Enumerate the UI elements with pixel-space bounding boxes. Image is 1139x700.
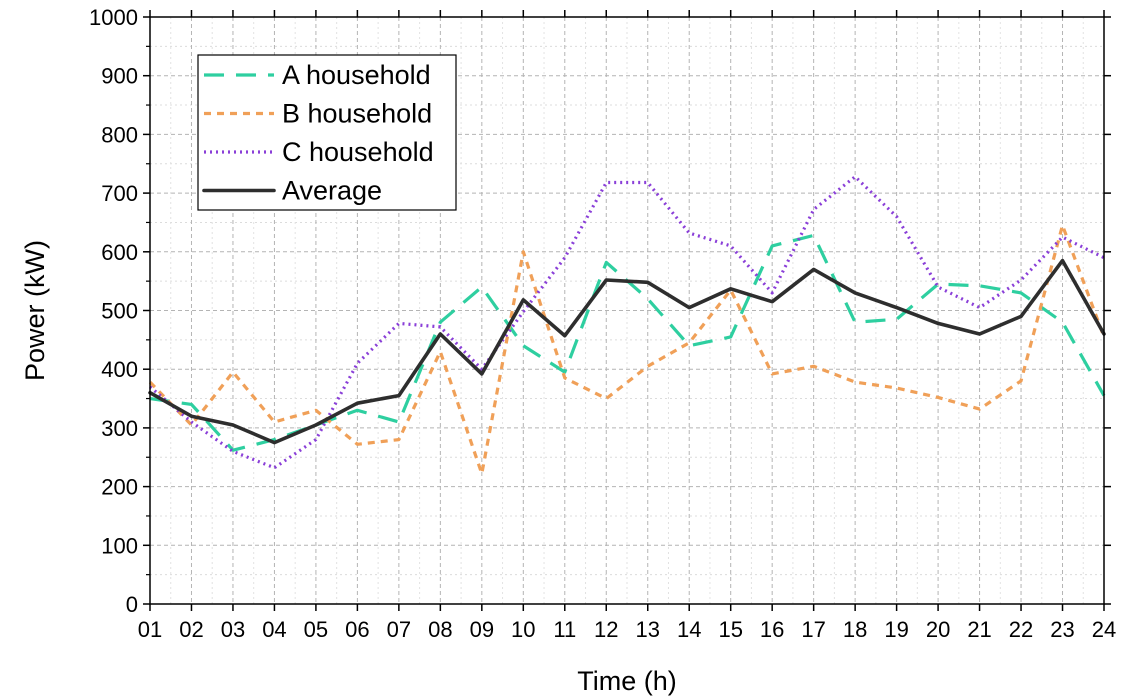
x-tick-label: 18 xyxy=(843,617,867,642)
legend-label-a-household: A household xyxy=(282,60,431,90)
y-tick-label: 900 xyxy=(101,64,138,89)
x-tick-label: 24 xyxy=(1092,617,1116,642)
y-tick-label: 800 xyxy=(101,122,138,147)
legend-label-b-household: B household xyxy=(282,99,432,129)
x-tick-label: 07 xyxy=(387,617,411,642)
legend-box xyxy=(197,54,457,211)
y-tick-labels: 0 100 200 300 400 500 600 700 800 900 1000 xyxy=(89,5,138,617)
series-lines xyxy=(148,175,1106,476)
x-tick-label: 05 xyxy=(304,617,328,642)
legend: A household B household C household Average xyxy=(197,54,457,211)
x-tick-label: 12 xyxy=(594,617,618,642)
axis-ticks xyxy=(143,10,1111,611)
x-tick-label: 15 xyxy=(718,617,742,642)
x-tick-label: 01 xyxy=(138,617,162,642)
x-tick-label: 21 xyxy=(967,617,991,642)
x-tick-label: 17 xyxy=(801,617,825,642)
x-tick-label: 14 xyxy=(677,617,701,642)
y-tick-label: 500 xyxy=(101,299,138,324)
x-tick-label: 03 xyxy=(221,617,245,642)
legend-label-c-household: C household xyxy=(282,137,434,167)
legend-label-average: Average xyxy=(282,176,382,206)
x-tick-label: 16 xyxy=(760,617,784,642)
x-tick-label: 11 xyxy=(553,617,576,642)
x-tick-label: 09 xyxy=(470,617,494,642)
y-tick-label: 600 xyxy=(101,240,138,265)
x-tick-label: 23 xyxy=(1050,617,1074,642)
y-tick-label: 0 xyxy=(126,592,138,617)
x-tick-label: 22 xyxy=(1009,617,1033,642)
series-line-average xyxy=(148,258,1106,445)
x-tick-label: 02 xyxy=(179,617,203,642)
y-tick-label: 1000 xyxy=(89,5,138,30)
y-tick-label: 300 xyxy=(101,416,138,441)
series-line-c-household xyxy=(148,175,1105,470)
y-tick-label: 200 xyxy=(101,475,138,500)
x-axis-title: Time (h) xyxy=(577,666,677,696)
x-tick-labels: 01 02 03 04 05 06 07 08 09 10 11 12 13 14 15 16 17 18 19 20… xyxy=(138,617,1116,642)
series-line-b-household xyxy=(148,223,1106,476)
y-tick-label: 100 xyxy=(101,533,138,558)
x-tick-label: 10 xyxy=(511,617,535,642)
y-tick-label: 400 xyxy=(101,357,138,382)
x-tick-label: 19 xyxy=(884,617,908,642)
x-tick-label: 08 xyxy=(428,617,452,642)
x-tick-label: 04 xyxy=(262,617,286,642)
y-tick-label: 700 xyxy=(101,181,138,206)
x-tick-label: 06 xyxy=(345,617,369,642)
y-axis-title: Power (kW) xyxy=(20,240,50,381)
x-tick-label: 20 xyxy=(926,617,950,642)
x-tick-label: 13 xyxy=(635,617,659,642)
